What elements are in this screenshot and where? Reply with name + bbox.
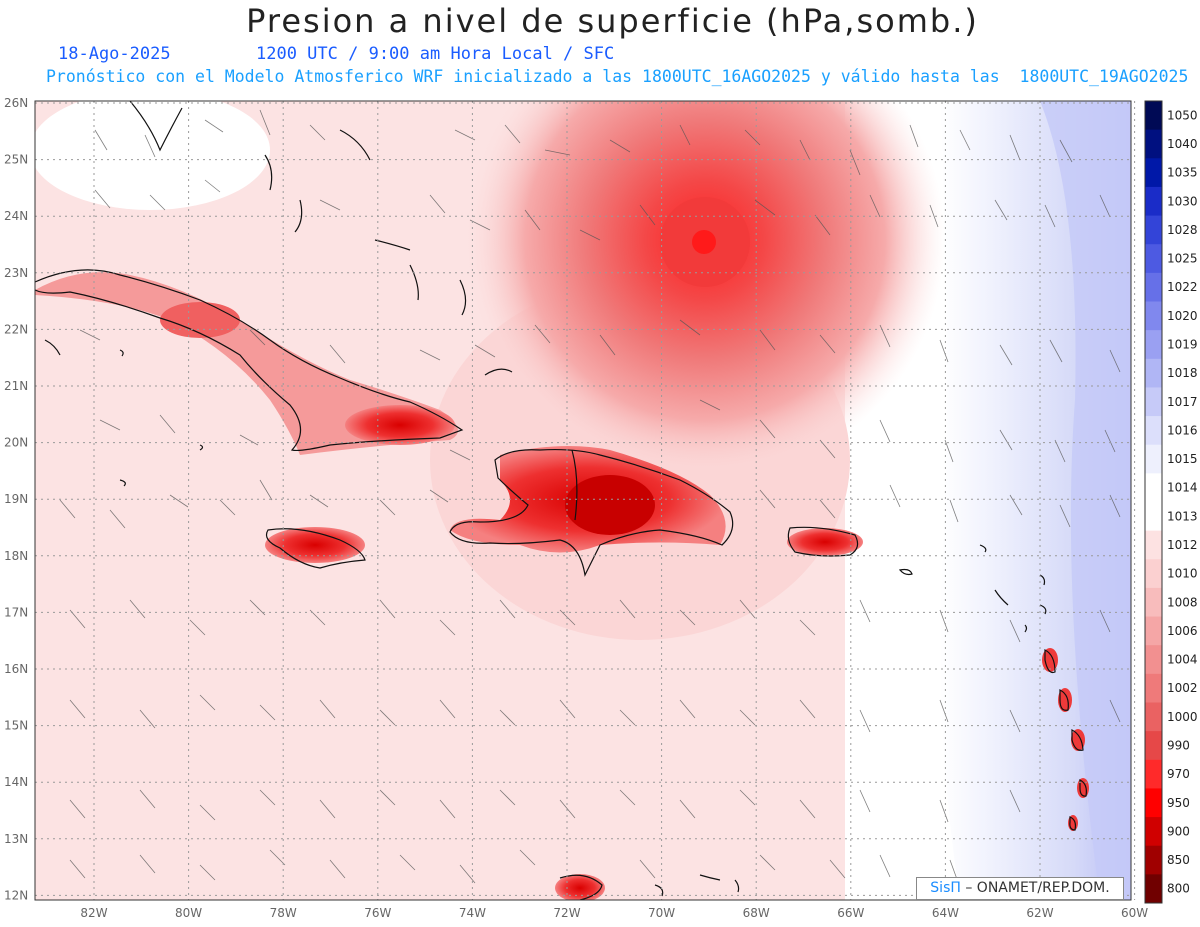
colorbar-swatch-1030: [1145, 186, 1162, 217]
colorbar-label-1017: 1017: [1167, 395, 1198, 409]
lon-label-78W: 78W: [270, 906, 297, 920]
colorbar-label-1020: 1020: [1167, 309, 1198, 323]
colorbar-swatch-1012: [1145, 530, 1162, 560]
colorbar-swatch-1020: [1145, 301, 1162, 331]
colorbar-swatch-1000: [1145, 702, 1162, 732]
colorbar-swatch-1017: [1145, 387, 1162, 417]
lat-label-15N: 15N: [4, 719, 28, 733]
coastlines: [35, 101, 1087, 900]
colorbar-label-900: 900: [1167, 824, 1190, 838]
colorbar-swatch-1004: [1145, 645, 1162, 675]
colorbar-label-1000: 1000: [1167, 710, 1198, 724]
lat-label-12N: 12N: [4, 888, 28, 902]
credit-org: – ONAMET/REP.DOM.: [960, 880, 1110, 896]
forecast-time: 1200 UTC / 9:00 am Hora Local / SFC: [256, 44, 615, 64]
lon-label-76W: 76W: [364, 906, 391, 920]
colorbar-swatch-800: [1145, 874, 1162, 904]
lon-label-72W: 72W: [553, 906, 580, 920]
colorbar-swatch-1028: [1145, 215, 1162, 245]
lat-label-22N: 22N: [4, 322, 28, 336]
lon-label-68W: 68W: [743, 906, 770, 920]
latitude-labels: 26N 25N 24N 23N 22N 21N 20N 19N 18N 17N 16N 15N 14N 1…: [4, 96, 28, 902]
colorbar-label-1015: 1015: [1167, 452, 1198, 466]
colorbar-label-1050: 1050: [1167, 108, 1198, 122]
colorbar-label-1035: 1035: [1167, 166, 1198, 180]
colorbar-label-1019: 1019: [1167, 337, 1198, 351]
colorbar-swatch-1022: [1145, 272, 1162, 302]
colorbar-swatch-1002: [1145, 673, 1162, 703]
colorbar-label-850: 850: [1167, 853, 1190, 867]
colorbar-swatch-1015: [1145, 444, 1162, 474]
forecast-date: 18-Ago-2025: [58, 44, 171, 64]
colorbar-swatch-1006: [1145, 616, 1162, 646]
forecast-info: Pronóstico con el Modelo Atmosferico WRF…: [46, 67, 1189, 86]
lat-label-23N: 23N: [4, 266, 28, 280]
lat-label-26N: 26N: [4, 96, 28, 110]
colorbar-label-1006: 1006: [1167, 624, 1198, 638]
colorbar-swatch-1025: [1145, 244, 1162, 274]
lon-label-66W: 66W: [837, 906, 864, 920]
lat-label-18N: 18N: [4, 549, 28, 563]
colorbar-swatch-1040: [1145, 129, 1162, 159]
shaded-field: [35, 101, 1131, 900]
credit-brand: SisΠ: [930, 880, 961, 896]
plot-frame: [34, 100, 1132, 901]
lat-label-16N: 16N: [4, 662, 28, 676]
colorbar-swatch-850: [1145, 845, 1162, 875]
colorbar-swatch-1008: [1145, 587, 1162, 618]
lat-label-14N: 14N: [4, 775, 28, 789]
lon-label-60W: 60W: [1121, 906, 1148, 920]
lat-label-25N: 25N: [4, 153, 28, 167]
lat-label-24N: 24N: [4, 209, 28, 223]
lon-label-82W: 82W: [80, 906, 107, 920]
colorbar-label-1028: 1028: [1167, 223, 1198, 237]
longitude-labels: 82W 80W 78W 76W 74W 72W 70W 68W 66W 64W 62W 60W: [80, 906, 1148, 920]
colorbar-label-1016: 1016: [1167, 423, 1198, 437]
wind-barbs: [59, 109, 1121, 884]
colorbar-swatch-900: [1145, 817, 1162, 847]
colorbar-swatch-1013: [1145, 502, 1162, 532]
colorbar-label-1014: 1014: [1167, 481, 1198, 495]
colorbar-label-1025: 1025: [1167, 252, 1198, 266]
lon-label-74W: 74W: [459, 906, 486, 920]
lat-label-13N: 13N: [4, 832, 28, 846]
colorbar-label-1010: 1010: [1167, 567, 1198, 581]
colorbar-swatch-1016: [1145, 416, 1162, 446]
lat-lon-grid: [35, 101, 1136, 900]
lon-label-70W: 70W: [648, 906, 675, 920]
lat-label-20N: 20N: [4, 436, 28, 450]
lon-label-80W: 80W: [175, 906, 202, 920]
lat-label-21N: 21N: [4, 379, 28, 393]
lon-label-62W: 62W: [1026, 906, 1053, 920]
colorbar-label-1004: 1004: [1167, 653, 1198, 667]
lon-label-64W: 64W: [932, 906, 959, 920]
colorbar-label-1018: 1018: [1167, 366, 1198, 380]
lat-label-19N: 19N: [4, 492, 28, 506]
colorbar-label-1040: 1040: [1167, 137, 1198, 151]
colorbar-label-1022: 1022: [1167, 280, 1198, 294]
colorbar-swatch-1014: [1145, 473, 1162, 503]
colorbar: 1050 1040 1035 1030 1028 1025 1022 1020 1019 1018…: [1144, 100, 1198, 904]
colorbar-label-800: 800: [1167, 882, 1190, 896]
map-title: Presion a nivel de superficie (hPa,somb.…: [246, 2, 979, 40]
colorbar-swatch-1050: [1145, 101, 1162, 131]
colorbar-swatch-1019: [1145, 330, 1162, 360]
colorbar-label-1030: 1030: [1167, 194, 1198, 208]
colorbar-label-950: 950: [1167, 796, 1190, 810]
credit-box: SisΠ – ONAMET/REP.DOM.: [916, 877, 1124, 900]
colorbar-swatch-1018: [1145, 358, 1162, 388]
colorbar-label-1008: 1008: [1167, 595, 1198, 609]
colorbar-swatch-990: [1145, 731, 1162, 761]
colorbar-swatch-1035: [1145, 158, 1162, 188]
colorbar-label-970: 970: [1167, 767, 1190, 781]
colorbar-label-1013: 1013: [1167, 509, 1198, 523]
colorbar-swatch-950: [1145, 788, 1162, 818]
colorbar-label-1002: 1002: [1167, 681, 1198, 695]
colorbar-label-990: 990: [1167, 738, 1190, 752]
colorbar-swatch-1010: [1145, 559, 1162, 589]
lat-label-17N: 17N: [4, 605, 28, 619]
colorbar-swatch-970: [1145, 759, 1162, 789]
colorbar-label-1012: 1012: [1167, 538, 1198, 552]
